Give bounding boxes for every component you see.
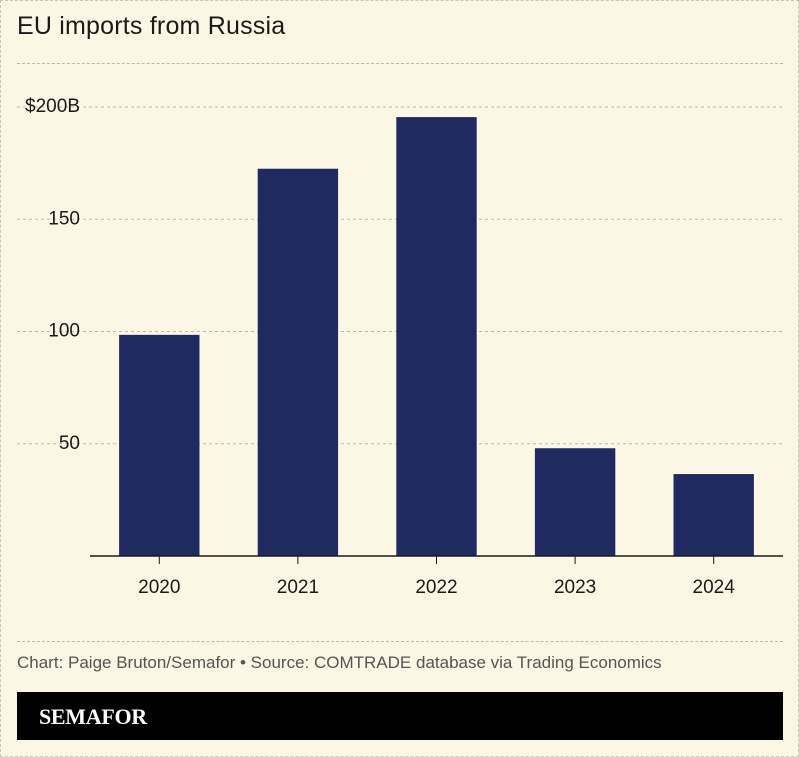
bar-2022 xyxy=(396,117,477,556)
y-tick-label: $200B xyxy=(25,96,80,117)
source-credit: Chart: Paige Bruton/Semafor • Source: CO… xyxy=(17,653,662,672)
bar-chart: 50 100 150 $200B 2020 2021 2022 2023 2024 xyxy=(17,96,783,598)
x-tick-label: 2021 xyxy=(277,577,319,598)
bottom-divider xyxy=(17,641,783,642)
x-tick-label: 2023 xyxy=(554,577,596,598)
y-tick-label: 50 xyxy=(59,433,80,454)
y-tick-label: 100 xyxy=(48,321,80,342)
x-tick-label: 2020 xyxy=(138,577,180,598)
x-tick-label: 2022 xyxy=(415,577,457,598)
bar-2021 xyxy=(257,168,339,557)
x-tick-label: 2024 xyxy=(693,577,736,598)
semafor-logo: SEMAFOR xyxy=(39,704,147,729)
brand-bar: SEMAFOR xyxy=(17,692,783,740)
y-tick-label: 150 xyxy=(48,208,80,229)
bar-2020 xyxy=(119,334,200,556)
chart-title: EU imports from Russia xyxy=(17,12,286,40)
bar-2023 xyxy=(534,448,616,556)
bar-2024 xyxy=(673,474,754,556)
top-divider xyxy=(17,63,783,64)
